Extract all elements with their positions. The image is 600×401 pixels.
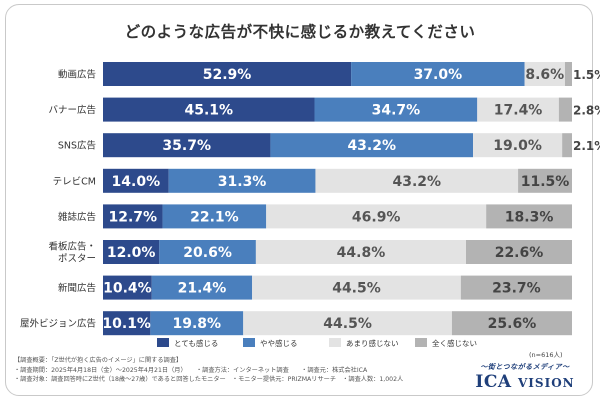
data-label: 45.1% <box>184 103 233 119</box>
legend-label: 全く感じない <box>432 338 477 348</box>
bar-segment <box>524 62 565 86</box>
data-label: 19.0% <box>493 138 542 154</box>
data-label: 23.7% <box>492 281 541 297</box>
bar-segment <box>243 311 452 336</box>
footer-line: 【調査概要：「Z世代が抱く広告のイメージ」に関する調査】 <box>14 357 183 364</box>
bar-segment <box>103 133 271 158</box>
bar-segment <box>103 311 151 336</box>
data-label: 37.0% <box>414 67 463 83</box>
bar-segment <box>252 275 461 300</box>
data-label: 20.6% <box>183 245 232 261</box>
data-label: 17.4% <box>494 103 543 119</box>
bar-segment <box>103 62 352 86</box>
bar-segment <box>315 168 519 193</box>
category-label: バナー広告 <box>48 104 96 116</box>
logo-name: ICA VISION <box>475 372 575 392</box>
data-label: 10.1% <box>102 316 151 332</box>
footer-line: ・調査対象：調査回答時にZ世代（18歳〜27歳）であると回答したモニター ・モニ… <box>14 376 404 384</box>
category-label: SNS広告 <box>58 140 96 152</box>
bar-segment <box>460 275 572 300</box>
legend-label: やや感じる <box>260 338 298 348</box>
data-label: 14.0% <box>112 174 161 190</box>
data-label: 1.5% <box>573 68 600 82</box>
bar-segment <box>466 240 572 264</box>
data-label: 22.6% <box>495 245 544 261</box>
bar-segment <box>103 204 163 229</box>
legend-swatch <box>157 338 169 347</box>
bar-segment <box>266 204 487 229</box>
data-label: 2.8% <box>573 104 600 118</box>
data-label: 11.5% <box>521 174 570 190</box>
sample-size-note: (n=616人) <box>529 351 563 359</box>
footer-line: ・調査期間：2025年4月18日（金）〜2025年4月21日（月） ・調査方法：… <box>14 366 368 374</box>
bar-segment <box>314 97 478 122</box>
data-label: 44.8% <box>337 245 386 261</box>
bar-segment <box>159 240 256 264</box>
data-label: 25.6% <box>488 316 537 332</box>
data-label: 44.5% <box>323 316 372 332</box>
category-label: 雑誌広告 <box>58 211 96 223</box>
category-label: 屋外ビジョン広告 <box>20 318 96 330</box>
bar-segment <box>486 204 572 229</box>
bar-segment <box>103 275 152 300</box>
data-label: 46.9% <box>352 209 401 225</box>
bar-segment <box>562 133 572 158</box>
legend-swatch <box>415 338 427 347</box>
bar-segment <box>518 168 572 193</box>
data-label: 44.5% <box>332 281 381 297</box>
legend-swatch <box>329 338 341 347</box>
legend-label: とても感じる <box>174 338 218 348</box>
data-label: 18.3% <box>505 209 554 225</box>
bar-segment <box>558 97 572 122</box>
bar-segment <box>473 133 563 158</box>
bar-segment <box>270 133 474 158</box>
bar-segment <box>103 240 160 264</box>
bar-segment <box>255 240 467 264</box>
bar-segment <box>151 275 253 300</box>
bar-segment <box>564 62 572 86</box>
category-label: 新聞広告 <box>58 282 96 294</box>
data-label: 19.8% <box>173 316 222 332</box>
data-label: 2.1% <box>573 139 600 153</box>
data-label: 22.1% <box>190 209 239 225</box>
category-label: 動画広告 <box>58 69 96 81</box>
bar-segment <box>451 311 572 336</box>
survey-footer: 【調査概要：「Z世代が抱く広告のイメージ」に関する調査】 ・調査期間：2025年… <box>14 356 434 385</box>
logo-tagline: 〜街とつながるメディア〜 <box>480 363 570 371</box>
bar-segment <box>477 97 559 122</box>
bar-segment <box>150 311 244 336</box>
chart-title: どのような広告が不快に感じるか教えてください <box>124 23 476 41</box>
data-label: 43.2% <box>347 138 396 154</box>
bar-segment <box>168 168 316 193</box>
category-label: 看板広告・ポスター <box>48 241 96 265</box>
data-label: 12.0% <box>107 245 156 261</box>
bar-segment <box>103 97 315 122</box>
bar-segment <box>103 168 169 193</box>
data-label: 35.7% <box>162 138 211 154</box>
data-label: 10.4% <box>103 281 152 297</box>
bar-segment <box>162 204 267 229</box>
ica-vision-logo: 〜街とつながるメディア〜 ICA VISION <box>462 362 588 393</box>
data-label: 34.7% <box>372 103 421 119</box>
legend-label: あまり感じない <box>346 338 399 348</box>
data-label: 31.3% <box>218 174 267 190</box>
data-label: 12.7% <box>108 209 157 225</box>
data-label: 43.2% <box>392 174 441 190</box>
data-label: 52.9% <box>203 67 252 83</box>
bar-segment <box>351 62 525 86</box>
data-label: 21.4% <box>178 281 227 297</box>
data-label: 8.6% <box>525 67 564 83</box>
legend-swatch <box>243 338 255 347</box>
category-label: テレビCM <box>53 176 96 187</box>
